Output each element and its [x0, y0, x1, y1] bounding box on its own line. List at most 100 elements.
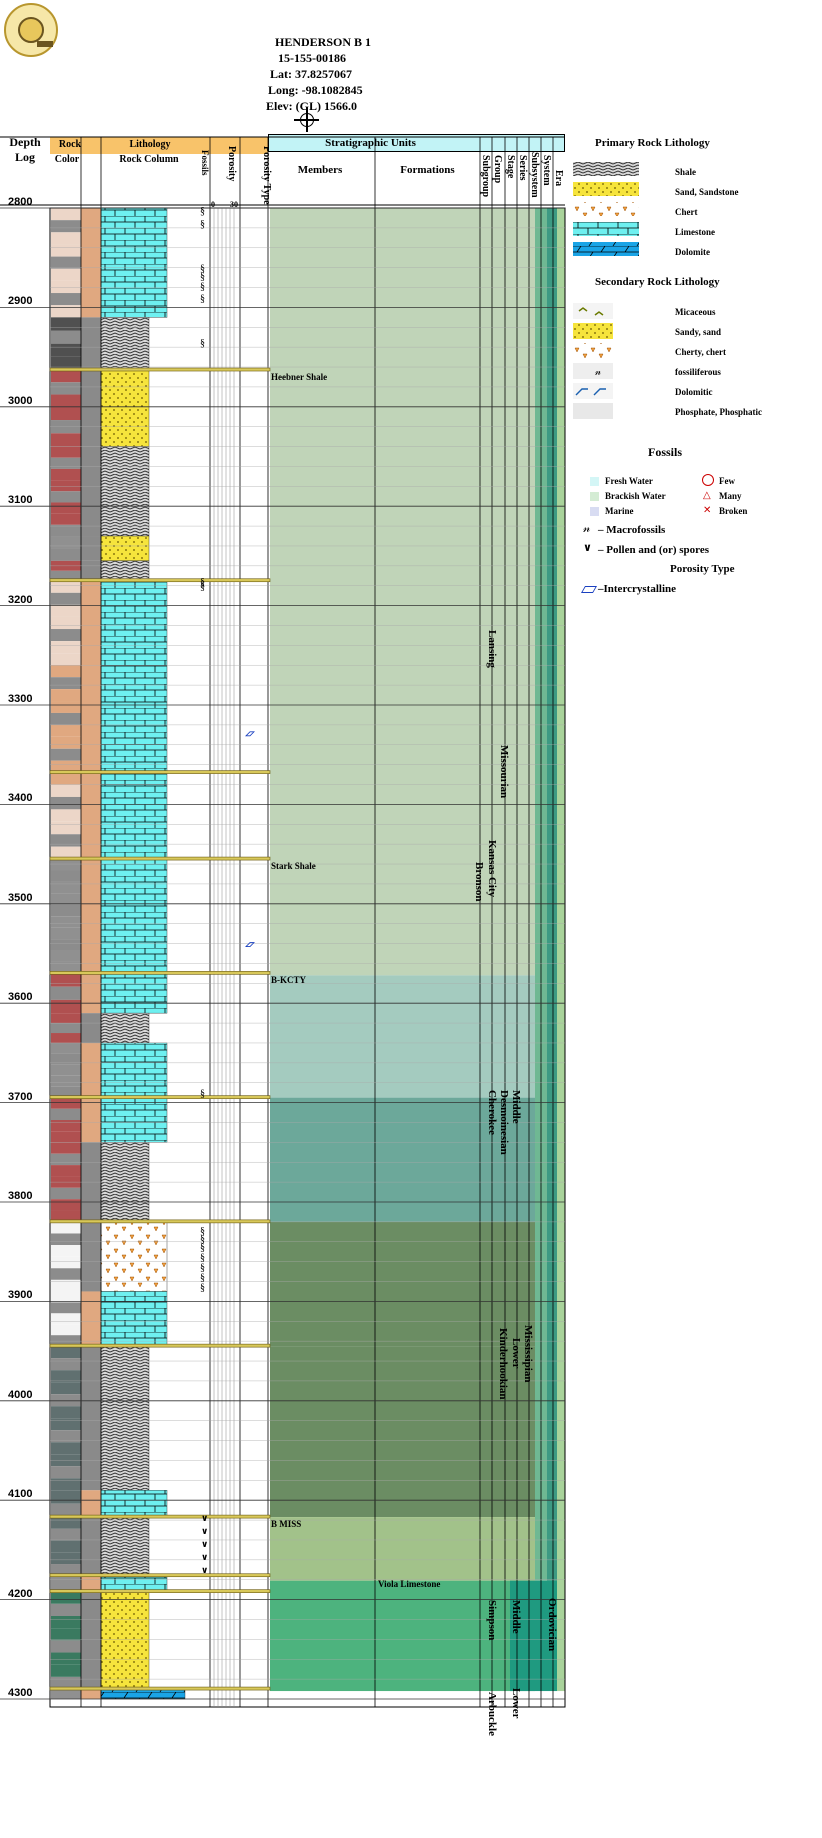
rock-color-band [51, 1291, 81, 1303]
rock-color-band [51, 1313, 81, 1325]
rock-color-band [51, 1616, 81, 1629]
rock-color-band [51, 1233, 81, 1246]
macrofossil-marker: § [200, 1263, 205, 1274]
rock-color-band [51, 1053, 81, 1065]
lithology-lime [100, 973, 168, 1014]
lithology-shale [100, 560, 150, 581]
rock-color-band [51, 513, 81, 525]
rock-color-band [51, 1442, 81, 1455]
macrofossil-marker: § [200, 1089, 205, 1100]
elevation: Elev: (GL) 1566.0 [266, 99, 357, 113]
rock-color-band [51, 446, 81, 458]
lithology-lime [100, 1042, 168, 1098]
rock-color-band [51, 524, 81, 537]
depth-label: 3400 [8, 792, 33, 805]
legend-sand: Sand, Sandstone [675, 187, 739, 197]
lithology-header: Lithology [129, 139, 171, 150]
fossils-header: Fossils [200, 150, 210, 176]
rock-color-band [51, 859, 81, 871]
legend-fossils-title: Fossils [648, 445, 683, 459]
depth-label: 3800 [8, 1190, 33, 1202]
rock-color-band [51, 950, 81, 962]
formation-top-line [49, 1514, 271, 1519]
legend-secondary-title: Secondary Rock Lithology [595, 276, 720, 288]
svg-text:𝓃: 𝓃 [595, 367, 601, 378]
rock-color-band [51, 677, 81, 690]
rock-color-band [51, 1119, 81, 1132]
rock-color-band [51, 382, 81, 395]
formation-top-line [49, 1589, 271, 1593]
stage-missourian: Missourian [498, 745, 510, 799]
legend-marine: Marine [605, 506, 634, 516]
rock-color-band [51, 1108, 81, 1120]
rock-color-secondary [81, 1689, 101, 1699]
formation-top-line [49, 856, 271, 861]
macrofossil-marker: § [200, 1243, 205, 1254]
rock-color-band [51, 870, 81, 882]
rock-color-secondary [81, 370, 101, 407]
rock-color-band [51, 999, 81, 1014]
rock-color-band [51, 1064, 81, 1076]
rock-color-band [51, 986, 81, 1000]
rock-color-band [51, 356, 81, 371]
strat-band [270, 1346, 535, 1518]
rock-color-band [51, 973, 81, 987]
legend-fossiliferous: fossiliferous [675, 367, 721, 377]
brackish-water-swatch [590, 492, 599, 501]
formation-label: Viola Limestone [378, 1578, 441, 1589]
rock-color-band [51, 809, 81, 822]
rock-color-secondary [81, 1221, 101, 1292]
rock-color-band [51, 1199, 81, 1211]
rock-color-band [51, 1478, 81, 1491]
group-arbuckle: Arbuckle [486, 1692, 498, 1736]
depth-label: 3500 [8, 891, 33, 904]
rock-color-band [51, 1302, 81, 1314]
depth-label: 2900 [8, 295, 33, 308]
rock-color-band [51, 1628, 81, 1641]
subgroup-lansing: Lansing [486, 630, 498, 668]
rock-color-band [51, 1097, 81, 1109]
rock-color-secondary [81, 208, 101, 318]
rock-color-band [51, 736, 81, 749]
macrofossil-marker: § [200, 1226, 205, 1237]
rock-color-band [51, 1466, 81, 1479]
rock-color-band [51, 939, 81, 951]
macrofossil-marker: § [200, 219, 205, 230]
formation-top-line [49, 1095, 271, 1099]
rock-color-band [51, 641, 81, 654]
formation-top-line [49, 1219, 271, 1224]
strat-band [270, 1097, 535, 1222]
legend-secondary-swatches: 𝓃 [573, 303, 613, 419]
rock-color-band [51, 1187, 81, 1200]
rock-color-secondary [81, 317, 101, 371]
rock-color-band [51, 1346, 81, 1359]
legend-cherty: Cherty, chert [675, 347, 726, 357]
rock-color-band [51, 772, 81, 785]
rock-color-secondary [81, 560, 101, 581]
rock-color-band [51, 480, 81, 492]
intercrystalline-marker [245, 731, 255, 737]
macrofossil-icon: 𝓃 [583, 521, 591, 535]
subsystem-header: Subsystem [529, 152, 540, 198]
member-label: B MISS [271, 1519, 302, 1530]
rock-color-secondary [81, 580, 101, 666]
macrofossil-marker: § [200, 1273, 205, 1284]
formation-top-line [49, 1343, 271, 1348]
rock-color-band [51, 653, 81, 666]
pollen-marker: ∨ [201, 1539, 208, 1549]
pollen-icon: ∨ [583, 542, 592, 554]
rock-color-band [51, 846, 81, 860]
rock-color-band [51, 665, 81, 678]
lithology-shale [100, 1516, 150, 1576]
rock-color-band [51, 1540, 81, 1553]
rock-color-band [51, 370, 81, 383]
legend-micaceous: Micaceous [675, 307, 716, 317]
legend-shale: Shale [675, 167, 697, 177]
strat-units-header-bar [268, 134, 565, 152]
legend-broken: Broken [719, 506, 748, 516]
rock-color-band [51, 1454, 81, 1467]
rock-color-band [51, 961, 81, 974]
lithology-shale [100, 1345, 150, 1491]
macrofossil-marker: § [200, 1234, 205, 1245]
rock-color-secondary [81, 1490, 101, 1518]
